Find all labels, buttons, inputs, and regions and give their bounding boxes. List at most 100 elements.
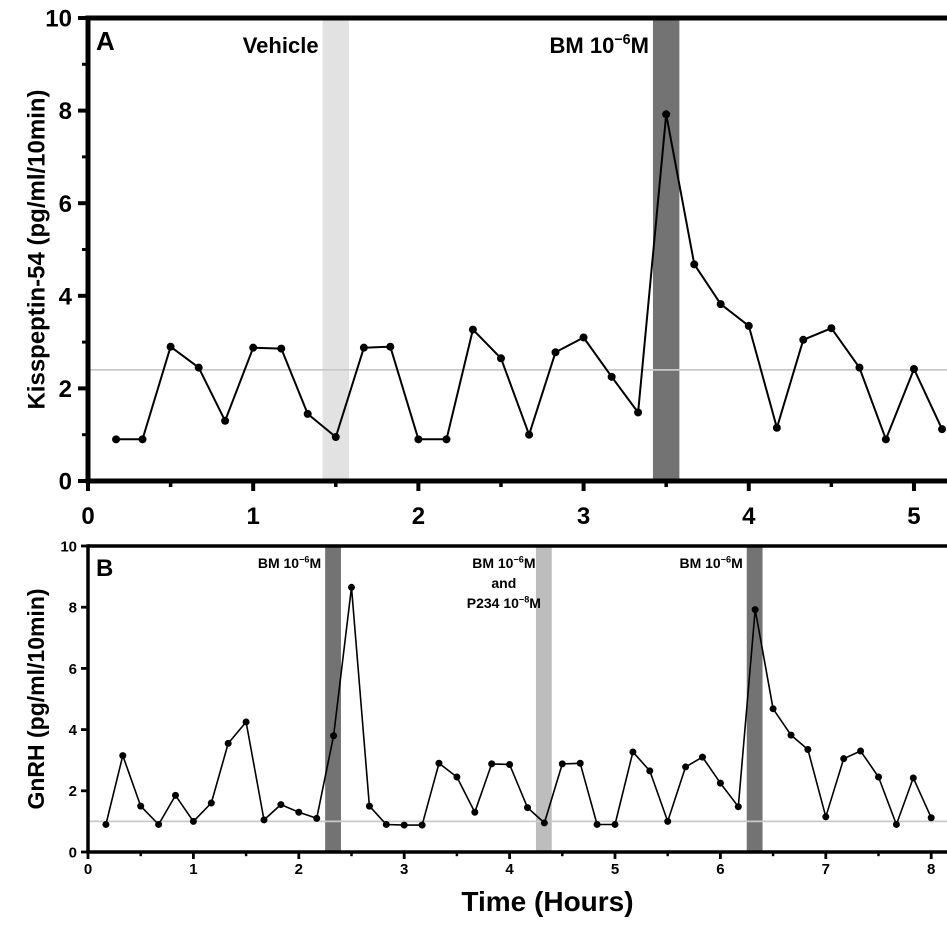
- data-point: [716, 779, 724, 787]
- data-point: [189, 817, 197, 825]
- data-point: [386, 342, 395, 351]
- data-point: [787, 731, 795, 739]
- x-tick-label: 3: [577, 503, 590, 530]
- x-tick-label: 8: [927, 861, 935, 878]
- x-tick-label: 2: [295, 861, 303, 878]
- data-point: [874, 773, 882, 781]
- x-tick-label: 3: [400, 861, 408, 878]
- y-tick-label: 2: [59, 376, 72, 403]
- data-point: [629, 748, 637, 756]
- data-point: [525, 430, 534, 439]
- data-point: [194, 363, 203, 372]
- data-point: [927, 814, 935, 822]
- data-point: [593, 820, 601, 828]
- treatment-label: BM 10−6M: [679, 554, 742, 571]
- x-tick-label: 1: [189, 861, 197, 878]
- data-point: [892, 820, 900, 828]
- data-point: [277, 801, 285, 809]
- data-point: [468, 325, 477, 334]
- x-tick-label: 2: [412, 503, 425, 530]
- treatment-bar: [322, 18, 350, 481]
- panel-label: A: [96, 26, 115, 56]
- x-tick-label: 5: [907, 503, 920, 530]
- treatment-label: BM 10−6M: [472, 554, 535, 571]
- data-point: [576, 759, 584, 767]
- data-point: [442, 435, 451, 444]
- data-point: [506, 760, 514, 768]
- data-point: [414, 435, 423, 444]
- data-point: [769, 705, 777, 713]
- data-point: [909, 364, 918, 373]
- y-tick-label: 4: [59, 283, 73, 310]
- data-point: [524, 804, 532, 812]
- data-point: [734, 803, 742, 811]
- x-tick-label: 4: [505, 861, 514, 878]
- x-tick-label: 7: [822, 861, 830, 878]
- data-point: [840, 755, 848, 763]
- treatment-label-line2: P234 10−8M: [467, 594, 541, 611]
- data-point: [382, 820, 390, 828]
- data-point: [496, 354, 505, 363]
- data-point: [772, 423, 781, 432]
- data-point: [690, 260, 699, 269]
- data-point: [155, 820, 163, 828]
- data-point: [400, 821, 408, 829]
- x-axis-label: Time (Hours): [461, 886, 633, 917]
- data-point: [207, 799, 215, 807]
- y-tick-label: 6: [59, 191, 72, 218]
- data-point: [716, 300, 725, 309]
- y-tick-label: 10: [60, 538, 77, 555]
- y-axis-label: GnRH (pg/ml/10min): [23, 588, 49, 809]
- data-point: [249, 343, 258, 352]
- x-tick-label: 0: [84, 861, 92, 878]
- data-point: [682, 763, 690, 771]
- treatment-label-and: and: [491, 575, 516, 591]
- data-point: [799, 335, 808, 344]
- data-point: [119, 752, 127, 760]
- series-line: [105, 586, 932, 826]
- data-point: [607, 372, 616, 381]
- treatment-bar: [325, 546, 341, 852]
- data-point: [331, 433, 340, 442]
- treatment-label: BM 10−6M: [550, 32, 649, 58]
- y-tick-label: 0: [69, 844, 77, 861]
- x-tick-label: 6: [716, 861, 724, 878]
- y-axis-label: Kisspeptin-54 (pg/ml/10min): [23, 89, 50, 409]
- data-point: [551, 348, 560, 357]
- data-point: [881, 435, 890, 444]
- data-point: [295, 808, 303, 816]
- y-tick-label: 10: [45, 6, 72, 33]
- data-point: [488, 760, 496, 768]
- data-point: [646, 767, 654, 775]
- data-point: [751, 606, 759, 614]
- data-point: [365, 802, 373, 810]
- data-point: [827, 324, 836, 333]
- data-point: [540, 819, 548, 827]
- y-tick-label: 8: [69, 600, 77, 617]
- data-point: [611, 820, 619, 828]
- y-tick-label: 6: [69, 661, 77, 678]
- y-tick-label: 8: [59, 98, 72, 125]
- data-point: [102, 820, 110, 828]
- data-point: [855, 363, 864, 372]
- data-point: [558, 760, 566, 768]
- data-point: [804, 745, 812, 753]
- x-tick-label: 0: [81, 503, 94, 530]
- y-tick-label: 4: [69, 722, 78, 739]
- data-point: [260, 816, 268, 824]
- data-point: [857, 747, 865, 755]
- data-point: [313, 814, 321, 822]
- data-point: [224, 739, 232, 747]
- data-point: [822, 813, 830, 821]
- data-point: [471, 808, 479, 816]
- x-tick-label: 5: [611, 861, 619, 878]
- data-point: [909, 774, 917, 782]
- data-point: [171, 791, 179, 799]
- data-point: [579, 333, 588, 342]
- x-tick-label: 4: [742, 503, 756, 530]
- data-point: [359, 343, 368, 352]
- data-point: [453, 773, 461, 781]
- data-point: [221, 416, 230, 425]
- panel-b: 0 2 4 6 8 10 0 1 2 3 4 5 6 7 8 GnRH (pg/ml/10min) Time (…: [23, 538, 947, 917]
- treatment-label: Vehicle: [243, 33, 319, 58]
